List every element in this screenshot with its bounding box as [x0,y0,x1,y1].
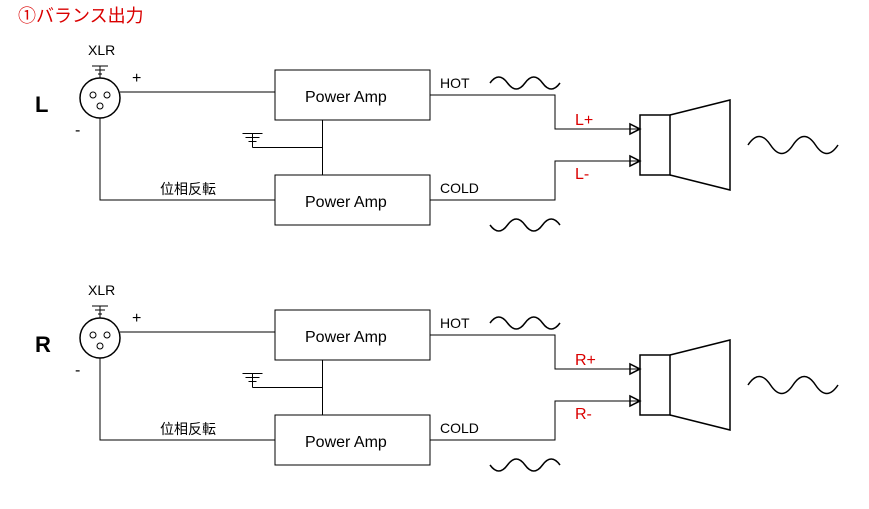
cold-label: COLD [440,180,479,196]
power-amp-hot-label: Power Amp [305,329,387,346]
wave-cold [490,459,560,471]
wave-hot [490,317,560,329]
channel-label: L [35,92,48,117]
minus-label: - [75,362,80,379]
xlr-pin [104,92,110,98]
out-pos-label: L+ [575,112,593,129]
xlr-label: XLR [88,42,115,58]
hot-label: HOT [440,315,470,331]
wire-hot-out [430,335,640,369]
speaker-cone [670,100,730,190]
channel-label: R [35,332,51,357]
diagram-title: ①バランス出力 [18,6,144,26]
xlr-ground-icon [92,66,108,78]
phase-invert-label: 位相反転 [160,421,216,437]
speaker-magnet [640,355,670,415]
wave-output [748,137,838,154]
xlr-pin [97,103,103,109]
speaker-cone [670,340,730,430]
plus-label: + [132,70,141,87]
channel-L: L XLR + - 位相反転 Power Amp Power Amp HOT COLD L+ L- [35,42,838,231]
xlr-ground-icon [92,306,108,318]
wave-output [748,377,838,394]
cold-label: COLD [440,420,479,436]
speaker-magnet [640,115,670,175]
xlr-pin [90,92,96,98]
minus-label: - [75,122,80,139]
phase-invert-label: 位相反転 [160,181,216,197]
xlr-label: XLR [88,282,115,298]
ground-icon [243,374,323,388]
wave-hot [490,77,560,89]
out-neg-label: R- [575,406,592,423]
xlr-connector [80,318,120,358]
power-amp-hot-label: Power Amp [305,89,387,106]
plus-label: + [132,310,141,327]
wave-cold [490,219,560,231]
out-pos-label: R+ [575,352,596,369]
power-amp-cold-label: Power Amp [305,434,387,451]
xlr-pin [90,332,96,338]
wire-hot-out [430,95,640,129]
ground-icon [243,134,323,148]
power-amp-cold-label: Power Amp [305,194,387,211]
out-neg-label: L- [575,166,589,183]
xlr-pin [97,343,103,349]
xlr-connector [80,78,120,118]
hot-label: HOT [440,75,470,91]
xlr-pin [104,332,110,338]
channel-R: R XLR + - 位相反転 Power Amp Power Amp HOT COLD R+ R- [35,282,838,471]
